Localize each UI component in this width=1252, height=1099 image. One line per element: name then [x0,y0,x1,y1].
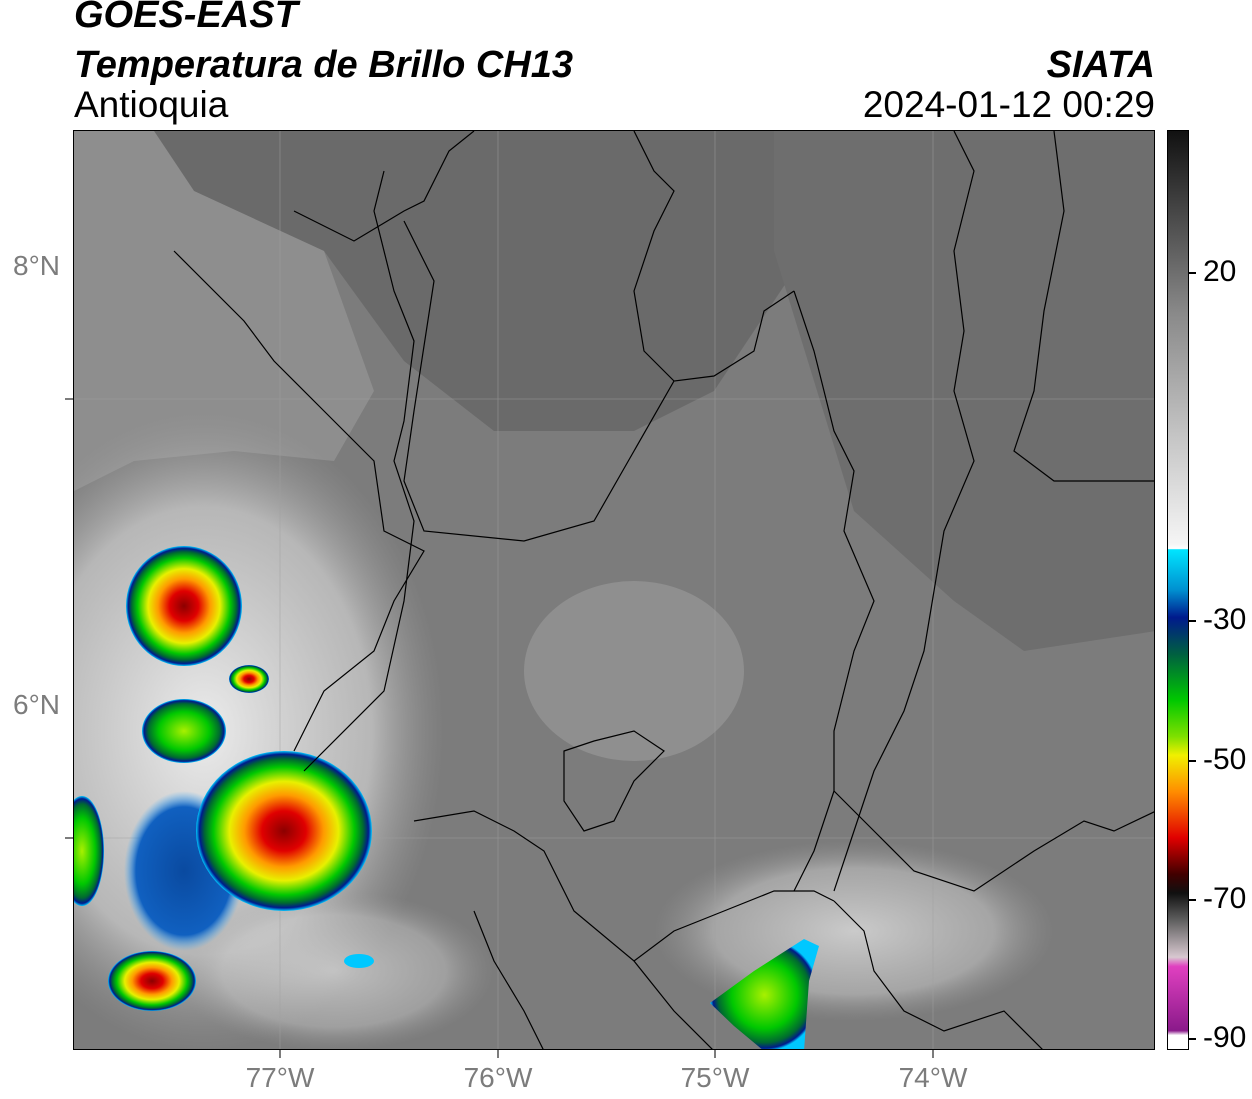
lon-tick-76w [497,1050,499,1058]
colorbar-tick-20 [1189,272,1196,274]
lat-label-6n: 6°N [13,689,60,720]
convective-cell-main [196,751,372,911]
product-title: Temperatura de Brillo CH13 [74,44,574,86]
lon-tick-75w [714,1050,716,1058]
southern-haze [654,841,1054,1021]
lon-label-75w: 75°W [680,1062,750,1093]
convective-cell-southeast [710,939,819,1049]
colorbar-label-minus90: -90 [1203,1021,1247,1054]
colorbar-label-minus70: -70 [1203,882,1247,915]
boundary-east-top [1013,131,1154,482]
enclave [563,730,665,832]
lon-label-76w: 76°W [463,1062,533,1093]
western-bright-zone [74,131,374,491]
timestamp-label: 2024-01-12 00:29 [862,84,1155,125]
convective-cell-north [126,546,242,666]
boundary-south-3 [633,960,713,1049]
colorbar-tick-minus30 [1189,620,1196,622]
colorbar-label-20: 20 [1203,255,1237,288]
lon-label-77w: 77°W [245,1062,315,1093]
colorbar-tick-minus50 [1189,760,1196,762]
lat-tick-8n [65,398,73,400]
colorbar-tick-minus70 [1189,899,1196,901]
coastline-north [173,250,425,752]
satellite-map[interactable] [73,130,1155,1050]
boundary-west [303,170,415,772]
boundary-far-east [833,131,975,892]
eastern-dark-zone [774,131,1154,651]
lon-tick-77w [279,1050,281,1058]
organization-label: SIATA [1046,44,1155,86]
satellite-title: GOES-EAST [74,0,298,36]
boundary-antioquia-east [793,290,875,892]
boundary-south-4 [833,900,1043,1049]
gulf-coast [293,131,475,242]
region-title: Antioquia [74,84,229,125]
northern-sea-dark [154,131,794,431]
convective-cell-small [229,665,269,693]
lat-tick-6n [65,837,73,839]
lat-label-8n: 8°N [13,250,60,281]
boundary-lines [173,131,1154,1049]
boundary-south-2 [473,910,544,1049]
convective-cell-edge [74,796,104,906]
boundary-antioquia-north [403,220,795,542]
central-bright-patch [524,581,744,761]
southwest-haze [174,891,494,1049]
convective-cell-south [108,951,196,1011]
colorbar-label-minus30: -30 [1203,603,1247,636]
lon-tick-74w [932,1050,934,1058]
colorbar [1167,130,1189,1050]
colorbar-label-minus50: -50 [1203,743,1247,776]
boundary-southeast [833,790,1154,892]
cyan-speck [344,954,374,968]
convective-cell-mid [142,699,226,763]
colorbar-tick-minus90 [1189,1038,1196,1040]
lon-label-74w: 74°W [898,1062,968,1093]
boundary-northeast [633,131,675,382]
